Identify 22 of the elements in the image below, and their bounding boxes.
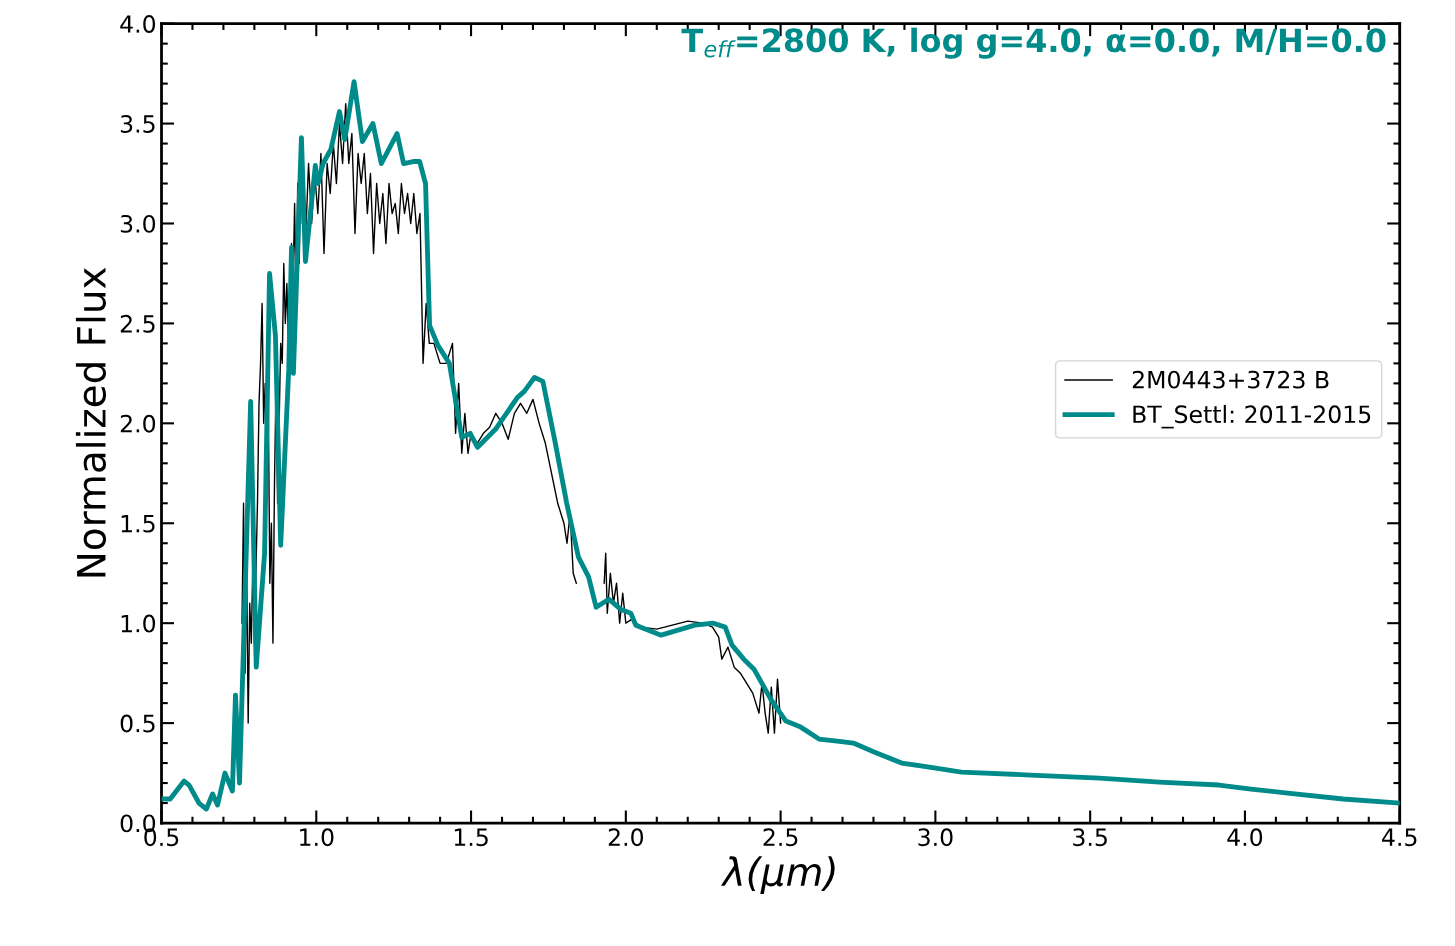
x-tick-label: 2.5 bbox=[763, 828, 798, 847]
y-tick-label: 1.0 bbox=[121, 614, 156, 633]
x-axis-title: λ(μm) bbox=[720, 856, 835, 894]
x-tick-label: 3.0 bbox=[918, 828, 953, 847]
y-tick-label: 1.5 bbox=[121, 515, 155, 533]
x-tick-label: 1.0 bbox=[300, 828, 334, 847]
y-tick-label: 3.0 bbox=[120, 214, 156, 233]
y-tick-label: 3.5 bbox=[120, 115, 155, 133]
annotation: T$_{eff}$=2800 K, log g=4.0, α=0.0, M/H=0.0 bbox=[681, 27, 1386, 59]
y-tick-label: 0.5 bbox=[120, 714, 155, 733]
legend-label: 2M0443+3723 B bbox=[1132, 370, 1329, 389]
y-tick-label: 2.0 bbox=[120, 414, 156, 433]
x-tick-label: 3.5 bbox=[1073, 828, 1107, 847]
y-tick-label: 2.5 bbox=[120, 314, 155, 333]
line-series bbox=[161, 79, 1400, 812]
x-tick-label: 4.0 bbox=[1227, 828, 1263, 847]
y-axis-title: Normalized Flux bbox=[75, 267, 106, 577]
y-tick-label: 4.0 bbox=[120, 15, 156, 33]
x-tick-label: 1.5 bbox=[454, 828, 488, 847]
x-tick-label: 2.0 bbox=[608, 828, 644, 847]
x-tick-label: 4.5 bbox=[1382, 828, 1417, 847]
legend-label: BT_Settl: 2011-2015 bbox=[1133, 404, 1371, 429]
